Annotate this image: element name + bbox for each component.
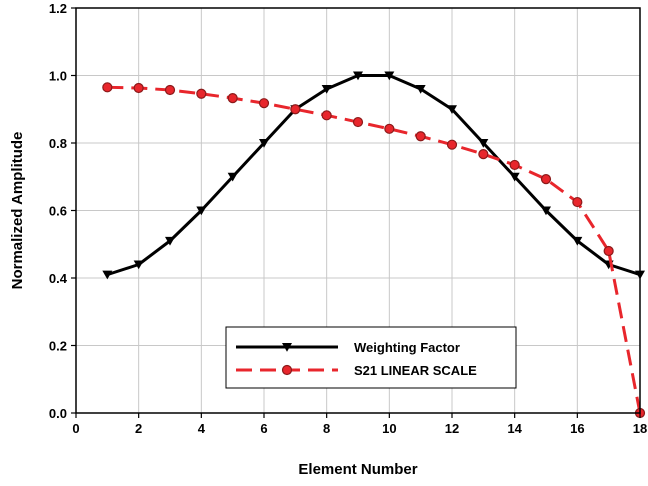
data-point bbox=[478, 149, 489, 160]
data-point bbox=[541, 206, 551, 216]
data-point bbox=[447, 105, 457, 114]
data-point bbox=[384, 123, 395, 134]
y-tick-label: 0.4 bbox=[49, 271, 68, 286]
series-s21-linear-scale bbox=[102, 82, 646, 419]
data-point bbox=[509, 172, 520, 182]
series-line bbox=[107, 85, 642, 414]
data-point bbox=[133, 82, 144, 94]
data-point bbox=[102, 270, 113, 280]
data-point bbox=[415, 131, 426, 142]
data-point bbox=[321, 110, 332, 121]
y-tick-label: 1.2 bbox=[49, 1, 67, 16]
data-point bbox=[164, 84, 176, 96]
x-tick-label: 8 bbox=[323, 421, 330, 436]
data-point bbox=[196, 88, 207, 99]
series-weighting-factor bbox=[102, 71, 645, 280]
x-tick-label: 6 bbox=[260, 421, 267, 436]
data-point bbox=[133, 260, 144, 270]
data-point bbox=[102, 82, 113, 93]
x-axis-ticks: 0 2 4 6 8 10 12 14 16 18 bbox=[72, 413, 647, 436]
data-point bbox=[446, 139, 458, 150]
legend-label: S21 LINEAR SCALE bbox=[354, 363, 477, 378]
x-tick-label: 18 bbox=[633, 421, 647, 436]
data-point bbox=[572, 196, 583, 208]
y-tick-label: 0.6 bbox=[49, 204, 67, 219]
y-axis-title: Normalized Amplitude bbox=[9, 132, 26, 290]
legend-marker bbox=[282, 343, 292, 352]
data-point bbox=[509, 159, 520, 171]
legend-item: S21 LINEAR SCALE bbox=[236, 363, 477, 378]
legend-marker bbox=[281, 364, 293, 376]
data-point bbox=[321, 85, 332, 94]
legend-box bbox=[225, 326, 517, 389]
data-point bbox=[478, 139, 489, 148]
data-point bbox=[415, 85, 426, 94]
data-point bbox=[259, 139, 269, 148]
x-axis-title: Element Number bbox=[298, 461, 417, 478]
y-tick-label: 0.0 bbox=[49, 406, 67, 421]
data-point bbox=[258, 98, 270, 109]
data-point bbox=[165, 236, 175, 246]
x-tick-label: 14 bbox=[507, 421, 522, 436]
data-point bbox=[353, 71, 363, 81]
x-tick-label: 16 bbox=[570, 421, 584, 436]
x-tick-label: 12 bbox=[445, 421, 459, 436]
series-line bbox=[106, 74, 641, 277]
data-point bbox=[603, 245, 614, 257]
y-tick-label: 0.2 bbox=[49, 339, 67, 354]
y-tick-label: 1.0 bbox=[49, 69, 67, 84]
x-tick-label: 4 bbox=[198, 421, 206, 436]
data-point bbox=[227, 172, 238, 182]
legend-items: Weighting Factor S21 LINEAR SCALE bbox=[236, 340, 477, 378]
data-point bbox=[290, 104, 301, 115]
data-point bbox=[540, 174, 552, 185]
legend: Weighting Factor S21 LINEAR SCALE bbox=[225, 326, 517, 389]
x-tick-label: 0 bbox=[72, 421, 79, 436]
data-point bbox=[196, 206, 207, 216]
data-point bbox=[227, 93, 238, 104]
legend-item: Weighting Factor bbox=[236, 340, 460, 355]
legend-label: Weighting Factor bbox=[354, 340, 460, 355]
data-point bbox=[572, 236, 583, 246]
y-tick-label: 0.8 bbox=[49, 136, 67, 151]
series-layer bbox=[102, 71, 646, 419]
data-point bbox=[384, 71, 395, 81]
y-axis-ticks: 0.0 0.2 0.4 0.6 0.8 1.0 1.2 bbox=[49, 1, 76, 421]
x-tick-label: 2 bbox=[135, 421, 142, 436]
x-tick-label: 10 bbox=[382, 421, 396, 436]
data-point bbox=[352, 116, 364, 128]
